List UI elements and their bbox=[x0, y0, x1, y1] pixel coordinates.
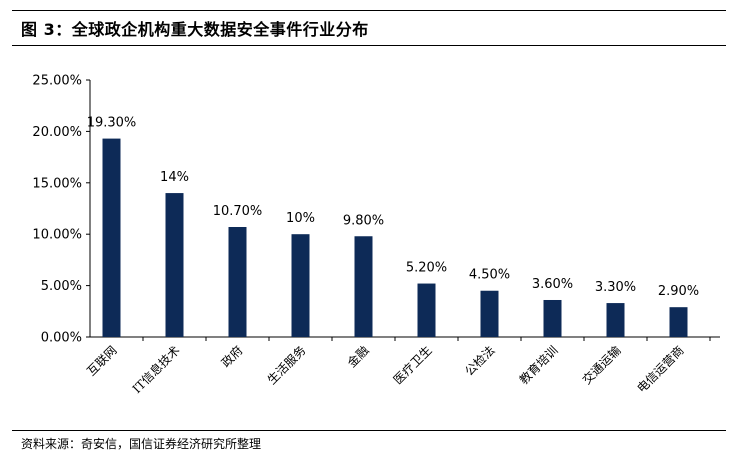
bar bbox=[669, 307, 688, 337]
bar-value-label: 5.20% bbox=[406, 261, 447, 276]
bar bbox=[543, 299, 562, 337]
bar-value-label: 14% bbox=[160, 170, 189, 185]
bar-value-label: 3.60% bbox=[532, 277, 573, 292]
y-tick-label: 15.00% bbox=[32, 176, 82, 191]
bar bbox=[354, 236, 373, 337]
category-label: 电信运营商 bbox=[634, 343, 687, 396]
category-label: 医疗卫生 bbox=[391, 343, 435, 387]
category-label: 金融 bbox=[344, 343, 372, 371]
bar-value-label: 9.80% bbox=[343, 213, 384, 228]
bar bbox=[606, 303, 625, 337]
bar-value-label: 2.90% bbox=[658, 284, 699, 299]
y-tick-label: 20.00% bbox=[32, 125, 82, 140]
y-tick-label: 25.00% bbox=[32, 74, 82, 89]
y-tick-label: 10.00% bbox=[32, 228, 82, 243]
category-label: 教育培训 bbox=[516, 343, 561, 388]
bar bbox=[291, 234, 310, 337]
bar bbox=[165, 193, 184, 337]
bar-value-label: 4.50% bbox=[469, 268, 510, 283]
bar-value-label: 10% bbox=[286, 211, 315, 226]
source-note: 资料来源：奇安信，国信证券经济研究所整理 bbox=[12, 430, 726, 452]
category-label: 生活服务 bbox=[264, 343, 309, 388]
y-tick-label: 5.00% bbox=[41, 279, 82, 294]
bar-chart: 0.00% 5.00% 10.00% 15.00% 20.00% 25.00% 19.30%… bbox=[12, 50, 726, 425]
category-label: 互联网 bbox=[84, 343, 119, 378]
category-label: IT信息技术 bbox=[129, 343, 183, 397]
bar-chart-svg: 0.00% 5.00% 10.00% 15.00% 20.00% 25.00% 19.30%… bbox=[32, 74, 720, 397]
bar bbox=[480, 290, 499, 337]
bar-value-label: 3.30% bbox=[595, 280, 636, 295]
category-label: 公检法 bbox=[462, 343, 498, 379]
category-label: 政府 bbox=[218, 343, 246, 371]
category-label: 交通运输 bbox=[579, 343, 624, 388]
bar bbox=[417, 283, 436, 337]
bar bbox=[102, 138, 121, 337]
bar bbox=[228, 227, 247, 337]
y-tick-label: 0.00% bbox=[41, 331, 82, 346]
figure-title: 图 3：全球政企机构重大数据安全事件行业分布 bbox=[12, 10, 726, 46]
bar-value-label: 10.70% bbox=[213, 204, 263, 219]
bar-value-label: 19.30% bbox=[87, 116, 137, 131]
